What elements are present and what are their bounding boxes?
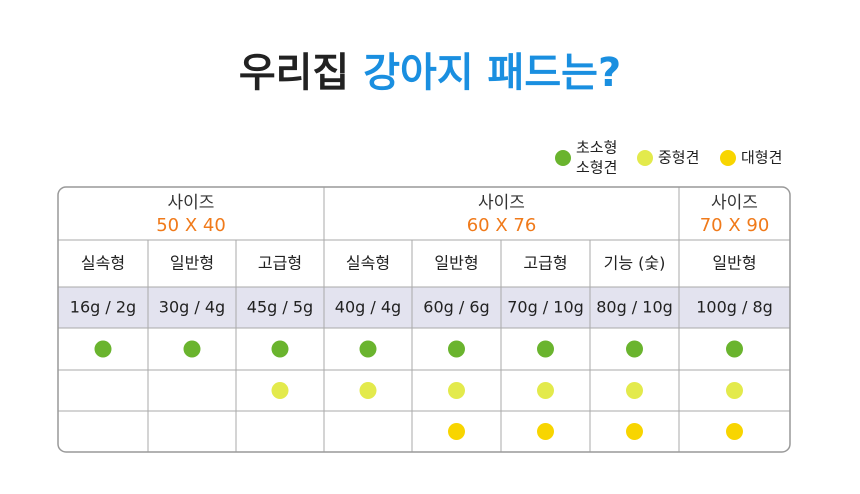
column-weight: 100g / 8g <box>696 298 773 317</box>
column-weight: 30g / 4g <box>159 298 225 317</box>
suitability-dot <box>448 382 465 399</box>
legend-dot <box>720 150 736 166</box>
suitability-dot <box>448 340 465 358</box>
suitability-dot <box>726 423 743 440</box>
title-blue: 강아지 패드는? <box>363 50 621 96</box>
group-size: 50 X 40 <box>156 215 226 236</box>
group-label: 사이즈 <box>711 193 758 213</box>
suitability-dot <box>537 423 554 440</box>
column-type: 일반형 <box>170 254 214 273</box>
suitability-dot <box>726 382 743 399</box>
legend-label: 소형견 <box>576 159 617 177</box>
column-weight: 45g / 5g <box>247 298 313 317</box>
title-dark: 우리집 <box>239 50 349 96</box>
suitability-dot <box>448 423 465 440</box>
column-type: 일반형 <box>434 254 478 273</box>
suitability-dot <box>726 340 743 358</box>
column-type: 기능 (숯) <box>604 254 666 273</box>
title: 우리집 강아지 패드는? <box>239 50 621 96</box>
legend-label: 중형견 <box>658 149 699 167</box>
weight-row-bg <box>58 287 790 328</box>
group-label: 사이즈 <box>478 193 525 213</box>
suitability-dot <box>271 340 289 358</box>
suitability-dot <box>359 340 377 358</box>
suitability-dot <box>537 340 554 358</box>
column-weight: 80g / 10g <box>596 298 673 317</box>
column-weight: 60g / 6g <box>423 298 489 317</box>
suitability-dot <box>626 340 643 358</box>
group-size: 70 X 90 <box>700 215 770 236</box>
column-type: 실속형 <box>81 254 125 273</box>
suitability-dot <box>537 382 554 399</box>
suitability-dot <box>94 340 112 358</box>
suitability-dot <box>271 382 289 399</box>
suitability-dot <box>183 340 201 358</box>
legend-label: 초소형 <box>576 139 617 157</box>
group-size: 60 X 76 <box>467 215 537 236</box>
column-type: 고급형 <box>258 254 302 273</box>
column-type: 고급형 <box>523 254 567 273</box>
suitability-dot <box>359 382 377 399</box>
suitability-dot <box>626 382 643 399</box>
legend-label: 대형견 <box>741 149 782 167</box>
group-label: 사이즈 <box>168 193 215 213</box>
table-border <box>57 186 791 453</box>
suitability-dot <box>626 423 643 440</box>
column-type: 실속형 <box>346 254 390 273</box>
legend-dot <box>637 150 653 166</box>
column-weight: 16g / 2g <box>70 298 136 317</box>
column-type: 일반형 <box>712 254 756 273</box>
column-weight: 40g / 4g <box>335 298 401 317</box>
column-weight: 70g / 10g <box>507 298 584 317</box>
legend-dot <box>555 150 571 166</box>
